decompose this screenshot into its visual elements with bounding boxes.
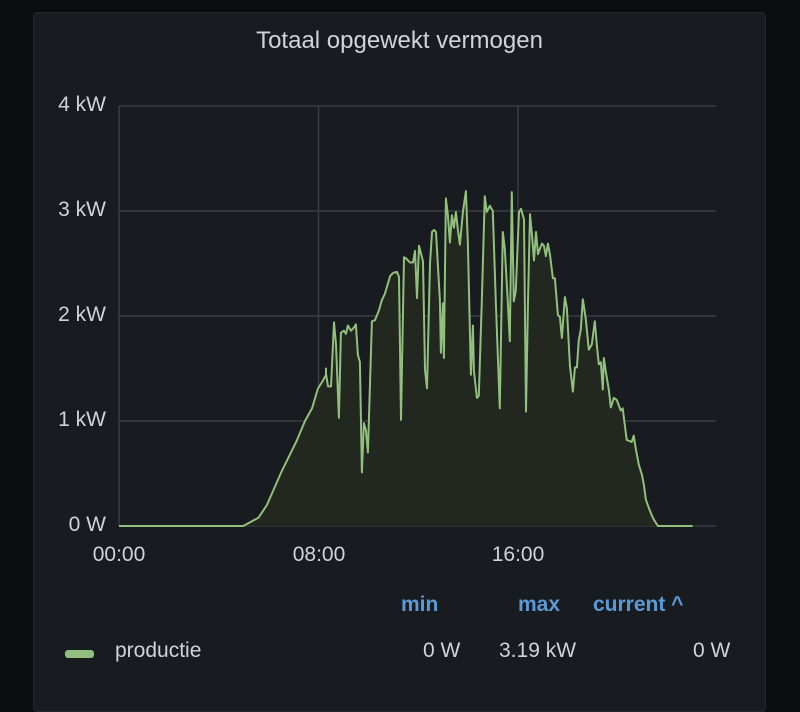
legend-color-swatch[interactable] — [65, 650, 94, 658]
y-tick-label: 4 kW — [58, 93, 106, 116]
series-line-productie[interactable] — [119, 190, 693, 527]
legend-header-max[interactable]: max — [518, 593, 561, 616]
legend-value-max: 3.19 kW — [499, 639, 577, 662]
series-area-fill — [119, 191, 693, 526]
plot-area — [118, 105, 716, 527]
legend-value-current: 0 W — [693, 639, 731, 662]
legend-series-name[interactable]: productie — [115, 639, 202, 662]
x-tick-label: 00:00 — [92, 543, 146, 566]
panel-title: Totaal opgewekt vermogen — [256, 27, 543, 54]
y-tick-label: 3 kW — [58, 198, 106, 221]
x-tick-label: 16:00 — [491, 543, 545, 566]
y-tick-label: 0 W — [68, 513, 106, 536]
legend-header-current-sorted[interactable]: current ^ — [593, 593, 684, 616]
y-tick-label: 1 kW — [58, 408, 106, 431]
legend-header-min[interactable]: min — [401, 593, 439, 616]
x-tick-label: 08:00 — [292, 543, 346, 566]
legend-value-min: 0 W — [423, 639, 461, 662]
y-tick-label: 2 kW — [58, 303, 106, 326]
